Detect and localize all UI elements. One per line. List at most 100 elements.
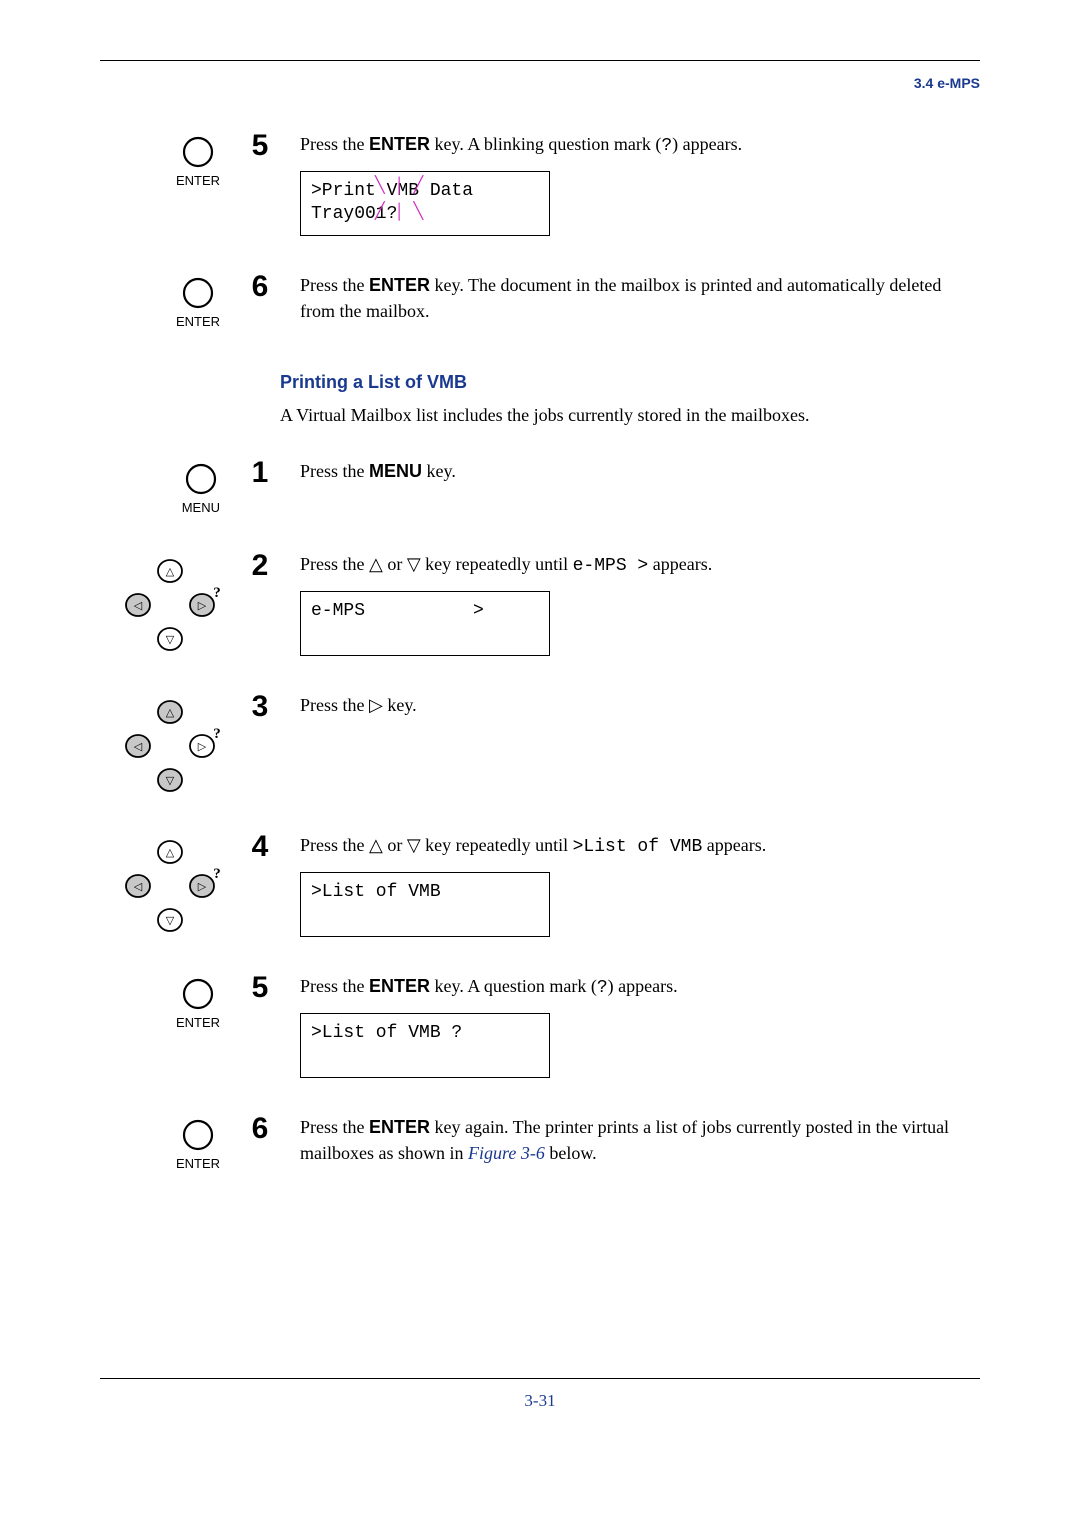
text: ) appears. xyxy=(608,976,678,996)
step-body: Press the ENTER key. A blinking question… xyxy=(300,131,980,236)
step-body: Press the ENTER key again. The printer p… xyxy=(300,1114,980,1178)
instruction-text: Press the ENTER key again. The printer p… xyxy=(300,1114,980,1166)
step-body: Press the ENTER key. A question mark (?)… xyxy=(300,973,980,1078)
step-row: △ ◁ ▷ ▽ ? 3 Press the ▷ key. xyxy=(100,692,980,796)
mono-text: ? xyxy=(597,978,608,998)
enter-button-diagram: ENTER xyxy=(176,135,220,188)
text: Press the △ or ▽ key repeatedly until xyxy=(300,835,573,855)
lcd-line: Tray001? xyxy=(311,204,397,224)
step-number: 1 xyxy=(240,458,280,515)
icon-col: △ ◁ ▷ ▽ ? xyxy=(100,551,220,656)
figure-reference: Figure 3-6 xyxy=(468,1143,545,1163)
icon-col: ENTER xyxy=(100,1114,220,1178)
lcd-line xyxy=(311,906,322,926)
nav-pad-icon: △ ◁ ▷ ▽ ? xyxy=(120,555,220,655)
step-body: Press the △ or ▽ key repeatedly until e-… xyxy=(300,551,980,656)
icon-col: △ ◁ ▷ ▽ ? xyxy=(100,692,220,796)
svg-text:?: ? xyxy=(213,726,220,742)
text: appears. xyxy=(702,835,766,855)
subsection-heading: Printing a List of VMB xyxy=(280,372,980,393)
step-body: Press the ENTER key. The document in the… xyxy=(300,272,980,336)
svg-text:▷: ▷ xyxy=(198,881,207,893)
svg-text:◁: ◁ xyxy=(134,881,143,893)
key-name: ENTER xyxy=(369,1117,430,1137)
text: key. A blinking question mark ( xyxy=(430,134,661,154)
text: Press the xyxy=(300,275,369,295)
text: Press the xyxy=(300,1117,369,1137)
enter-label: ENTER xyxy=(176,1015,220,1030)
instruction-text: Press the ENTER key. A question mark (?)… xyxy=(300,973,980,1001)
step-body: Press the MENU key. xyxy=(300,458,980,515)
key-name: ENTER xyxy=(369,134,430,154)
enter-button-diagram: ENTER xyxy=(176,1118,220,1171)
step-row: MENU 1 Press the MENU key. xyxy=(100,458,980,515)
instruction-text: Press the ENTER key. A blinking question… xyxy=(300,131,980,159)
text: Press the xyxy=(300,976,369,996)
step-number: 5 xyxy=(240,973,280,1078)
lcd-line xyxy=(311,1046,322,1066)
instruction-text: Press the ▷ key. xyxy=(300,692,980,718)
step-row: ENTER 5 Press the ENTER key. A question … xyxy=(100,973,980,1078)
enter-label: ENTER xyxy=(176,314,220,329)
bottom-rule xyxy=(100,1378,980,1379)
lcd-display: >List of VMB xyxy=(300,872,550,937)
step-row: △ ◁ ▷ ▽ ? 4 Press the △ or ▽ key repeate… xyxy=(100,832,980,937)
circle-icon xyxy=(184,462,218,496)
circle-icon xyxy=(181,276,215,310)
step-body: Press the △ or ▽ key repeatedly until >L… xyxy=(300,832,980,937)
text: appears. xyxy=(648,554,712,574)
top-rule xyxy=(100,60,980,61)
circle-icon xyxy=(181,135,215,169)
enter-label: ENTER xyxy=(176,173,220,188)
icon-col: MENU xyxy=(100,458,220,515)
lcd-line: >Print VMB Data xyxy=(311,181,473,201)
nav-pad-icon: △ ◁ ▷ ▽ ? xyxy=(120,696,220,796)
svg-text:△: △ xyxy=(166,566,175,578)
text: key. A question mark ( xyxy=(430,976,597,996)
step-row: △ ◁ ▷ ▽ ? 2 Press the △ or ▽ key repeate… xyxy=(100,551,980,656)
step-row: ENTER 6 Press the ENTER key. The documen… xyxy=(100,272,980,336)
lcd-line: >List of VMB ? xyxy=(311,1023,462,1043)
text: Press the xyxy=(300,134,369,154)
lcd-line: e-MPS > xyxy=(311,601,484,621)
step-number: 6 xyxy=(240,272,280,336)
circle-icon xyxy=(181,977,215,1011)
step-number: 3 xyxy=(240,692,280,796)
svg-text:△: △ xyxy=(166,847,175,859)
mono-text: >List of VMB xyxy=(573,837,703,857)
svg-text:▽: ▽ xyxy=(166,634,175,646)
lcd-line xyxy=(311,625,322,645)
lcd-display: >Print VMB Data Tray001?╲ │ ╱╱ │ ╲ xyxy=(300,171,550,236)
instruction-text: Press the MENU key. xyxy=(300,458,980,484)
svg-text:▷: ▷ xyxy=(198,741,207,753)
nav-pad-icon: △ ◁ ▷ ▽ ? xyxy=(120,836,220,936)
text: key. xyxy=(422,461,456,481)
svg-text:◁: ◁ xyxy=(134,600,143,612)
text: below. xyxy=(545,1143,597,1163)
mono-text: ? xyxy=(661,136,672,156)
page: 3.4 e-MPS ENTER 5 Press the ENTER key. A… xyxy=(0,0,1080,1481)
enter-button-diagram: ENTER xyxy=(176,276,220,329)
section-header: 3.4 e-MPS xyxy=(100,75,980,91)
key-name: MENU xyxy=(369,461,422,481)
text: Press the ▷ key. xyxy=(300,695,417,715)
mono-text: e-MPS > xyxy=(573,556,649,576)
menu-button-diagram: MENU xyxy=(182,462,220,515)
lcd-display: >List of VMB ? xyxy=(300,1013,550,1078)
text: Press the △ or ▽ key repeatedly until xyxy=(300,554,573,574)
icon-col: ENTER xyxy=(100,272,220,336)
svg-text:◁: ◁ xyxy=(134,741,143,753)
instruction-text: Press the △ or ▽ key repeatedly until >L… xyxy=(300,832,980,860)
instruction-text: Press the ENTER key. The document in the… xyxy=(300,272,980,324)
key-name: ENTER xyxy=(369,275,430,295)
circle-icon xyxy=(181,1118,215,1152)
menu-label: MENU xyxy=(182,500,220,515)
svg-text:▽: ▽ xyxy=(166,915,175,927)
step-number: 6 xyxy=(240,1114,280,1178)
enter-button-diagram: ENTER xyxy=(176,977,220,1030)
step-number: 5 xyxy=(240,131,280,236)
page-number: 3-31 xyxy=(100,1391,980,1441)
lcd-display: e-MPS > xyxy=(300,591,550,656)
icon-col: ENTER xyxy=(100,131,220,236)
key-name: ENTER xyxy=(369,976,430,996)
